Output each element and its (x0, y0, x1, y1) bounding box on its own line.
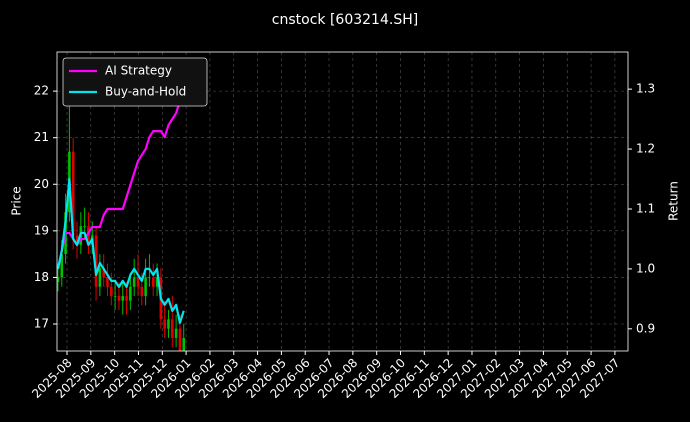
candle-body (98, 268, 102, 287)
candle-body (182, 337, 186, 351)
candle-body (155, 277, 159, 287)
candle-body (151, 277, 155, 287)
candle-body (178, 328, 182, 351)
y2-axis-label: Return (667, 181, 681, 221)
y2-tick-label: 1.2 (636, 142, 655, 156)
candle-body (75, 235, 79, 245)
candle-body (113, 296, 117, 297)
y-tick-label: 18 (34, 270, 49, 284)
y-tick-label: 20 (34, 177, 49, 191)
y-tick-label: 22 (34, 84, 49, 98)
y-tick-label: 21 (34, 130, 49, 144)
legend: AI Strategy Buy-and-Hold (62, 57, 208, 107)
candle-body (121, 296, 125, 301)
y2-tick-label: 1.3 (636, 82, 655, 96)
series-line (57, 177, 185, 324)
y2-tick-label: 1.1 (636, 201, 655, 215)
candle-body (163, 319, 166, 329)
candle-body (132, 277, 136, 287)
candle-body (117, 296, 121, 301)
plot-frame (56, 51, 629, 352)
candle-body (129, 286, 132, 301)
legend-label: Buy-and-Hold (105, 85, 186, 99)
legend-label: AI Strategy (105, 64, 172, 78)
candle-body (87, 226, 90, 245)
candle-body (140, 286, 144, 297)
candle-body (71, 151, 75, 236)
candle-body (102, 268, 105, 278)
candle-body (106, 277, 109, 287)
candle-body (57, 277, 60, 283)
y2-tick-label: 1.0 (636, 261, 655, 275)
candle-body (110, 286, 113, 297)
y-axis-label: Price (10, 186, 24, 215)
candle-body (60, 254, 64, 278)
candle-body (174, 328, 178, 338)
candle-body (94, 235, 98, 287)
candle-body (170, 319, 174, 338)
candle-body (167, 319, 170, 329)
plot-area (57, 88, 186, 351)
candle-body (148, 277, 151, 279)
y-tick-label: 19 (34, 223, 49, 237)
candle-body (83, 226, 86, 227)
candle-body (136, 277, 140, 287)
chart-title: cnstock [603214.SH] (272, 12, 418, 28)
y-tick-label: 17 (34, 316, 49, 330)
candle-body (144, 277, 147, 297)
candle-body (125, 296, 128, 301)
y2-tick-label: 0.9 (636, 321, 655, 335)
legend-box (62, 57, 208, 107)
